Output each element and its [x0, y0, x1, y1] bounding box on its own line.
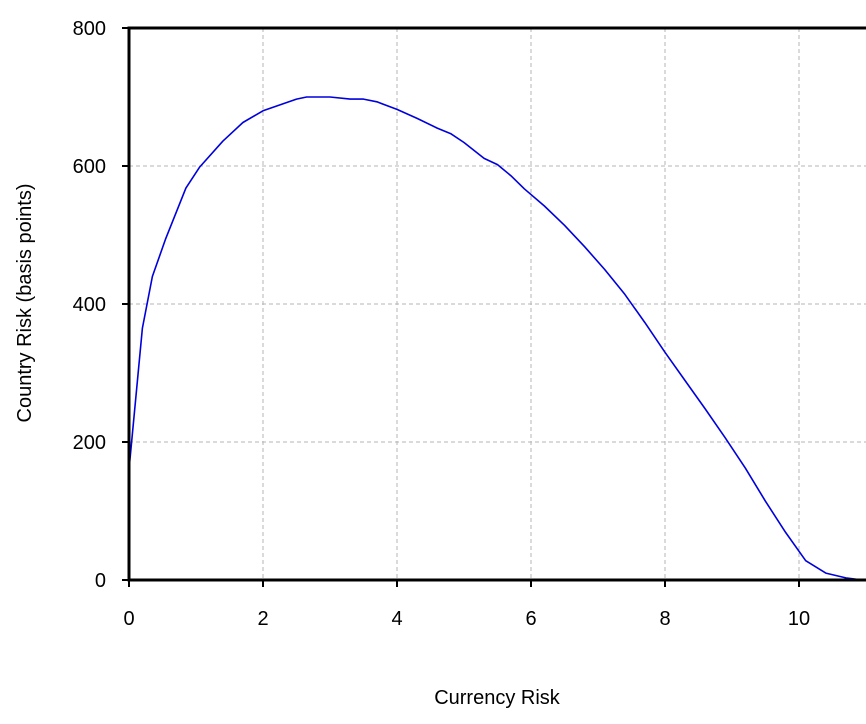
y-tick-label: 0: [95, 570, 106, 592]
x-tick-label: 2: [257, 608, 268, 630]
y-axis-title: Country Risk (basis points): [14, 184, 36, 423]
x-tick-label: 8: [659, 608, 670, 630]
x-tick-label: 6: [525, 608, 536, 630]
y-tick-label: 200: [73, 432, 106, 454]
tick-labels: 0 200 400 600 800 0 2 4 6 8 10: [73, 18, 811, 630]
x-axis-title: Currency Risk: [434, 687, 561, 709]
grid-lines: [129, 28, 866, 580]
x-tick-label: 4: [391, 608, 402, 630]
y-tick-label: 600: [73, 156, 106, 178]
x-tick-label: 10: [788, 608, 810, 630]
series-layer: [128, 96, 863, 581]
x-tick-label: 0: [123, 608, 134, 630]
y-tick-label: 800: [73, 18, 106, 40]
series-line-0: [128, 96, 863, 581]
y-tick-label: 400: [73, 294, 106, 316]
axes: [122, 26, 866, 587]
